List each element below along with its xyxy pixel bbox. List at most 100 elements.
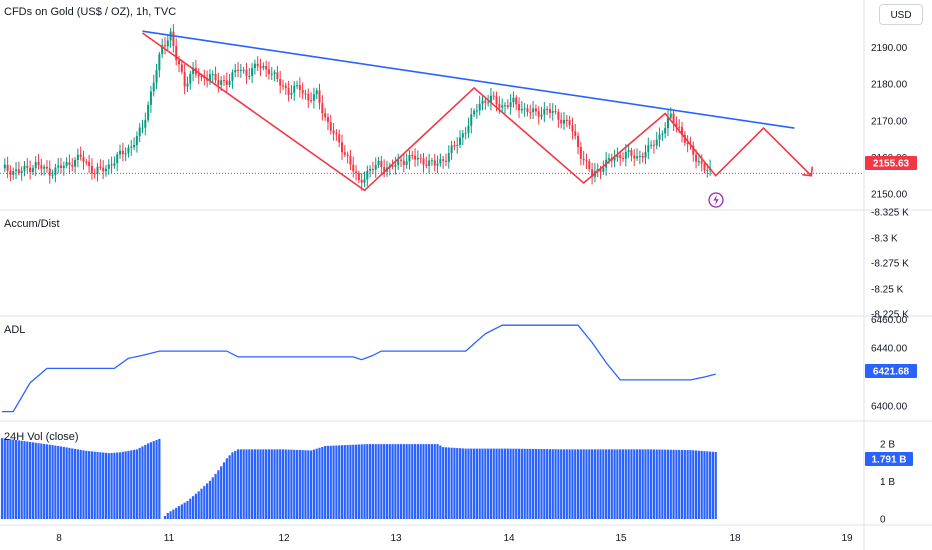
volume-bar bbox=[557, 449, 560, 519]
volume-bar bbox=[560, 449, 563, 519]
volume-bar bbox=[402, 444, 405, 519]
candle bbox=[532, 100, 535, 120]
volume-bar bbox=[71, 448, 74, 519]
volume-bar bbox=[186, 501, 189, 519]
candle bbox=[192, 61, 195, 82]
volume-bar bbox=[492, 448, 495, 519]
candle bbox=[110, 156, 113, 174]
candle bbox=[119, 144, 122, 159]
candle bbox=[237, 61, 240, 78]
candle bbox=[208, 69, 211, 86]
volume-bar bbox=[99, 452, 102, 519]
candle bbox=[400, 156, 403, 168]
candle bbox=[267, 61, 270, 80]
price-axis: 2190.002180.002170.002160.002150.00-8.32… bbox=[871, 43, 909, 525]
date-tick-label: 13 bbox=[390, 533, 402, 544]
volume-bar bbox=[155, 439, 158, 519]
candle bbox=[48, 160, 51, 184]
volume-bar bbox=[0, 438, 4, 519]
adl-line bbox=[2, 324, 716, 413]
candle bbox=[523, 103, 526, 117]
candle bbox=[93, 168, 96, 179]
time-axis: 8 11 12 13 14 15 18 19 bbox=[56, 533, 853, 544]
volume-tick-label: 1 B bbox=[880, 477, 895, 488]
volume-bar bbox=[447, 447, 450, 519]
candle bbox=[647, 137, 650, 160]
lightning-icon[interactable] bbox=[708, 192, 724, 208]
volume-bar bbox=[118, 452, 122, 519]
volume-bar bbox=[304, 450, 307, 519]
volume-bar bbox=[433, 444, 436, 519]
candle bbox=[234, 63, 237, 78]
candle bbox=[602, 160, 605, 175]
volume-bar bbox=[82, 450, 85, 519]
volume-bar bbox=[26, 441, 29, 519]
candle bbox=[335, 129, 338, 141]
volume-bar bbox=[262, 449, 265, 519]
zigzag-arrowhead bbox=[802, 166, 814, 177]
candle bbox=[453, 140, 456, 151]
candle bbox=[341, 134, 344, 161]
volume-bar bbox=[576, 449, 580, 519]
volume-bar bbox=[669, 449, 672, 519]
candle bbox=[574, 124, 577, 140]
volume-bar bbox=[121, 451, 124, 519]
volume-bar bbox=[253, 449, 256, 519]
volume-bar bbox=[59, 446, 63, 519]
volume-bar bbox=[3, 438, 6, 519]
volume-bar bbox=[520, 448, 523, 519]
volume-bar bbox=[635, 449, 639, 519]
volume-bar bbox=[234, 450, 237, 519]
candle bbox=[51, 169, 54, 179]
volume-bar bbox=[338, 445, 341, 519]
candle bbox=[436, 155, 439, 174]
volume-bar bbox=[624, 449, 627, 519]
candle bbox=[529, 104, 532, 120]
candle bbox=[470, 107, 473, 134]
volume-bar bbox=[335, 445, 338, 519]
candle bbox=[175, 38, 178, 66]
volume-bar bbox=[526, 448, 529, 519]
candle bbox=[394, 156, 397, 175]
volume-bar bbox=[374, 444, 377, 519]
volume-bar bbox=[546, 449, 549, 519]
candle bbox=[298, 77, 301, 98]
volume-bar bbox=[290, 449, 293, 519]
volume-bar bbox=[588, 449, 591, 519]
currency-button[interactable]: USD bbox=[879, 4, 923, 25]
volume-bar bbox=[475, 448, 478, 519]
volume-bar bbox=[172, 509, 175, 519]
candle bbox=[9, 165, 12, 182]
candle bbox=[450, 140, 453, 160]
volume-bar bbox=[284, 449, 287, 519]
candle bbox=[481, 95, 484, 111]
volume-last-label: 1.791 B bbox=[871, 455, 906, 466]
candle bbox=[90, 158, 93, 180]
candle bbox=[652, 139, 655, 154]
candle bbox=[518, 97, 521, 118]
candle bbox=[147, 101, 150, 123]
candle bbox=[543, 102, 546, 123]
volume-bar bbox=[413, 444, 417, 519]
volume-bar bbox=[23, 441, 26, 519]
candle bbox=[113, 156, 116, 169]
zigzag-line[interactable] bbox=[142, 32, 812, 192]
volume-bar bbox=[644, 449, 647, 519]
date-tick-label: 15 bbox=[615, 533, 627, 544]
volume-bar bbox=[152, 441, 155, 519]
candle bbox=[411, 150, 414, 160]
trendline-line[interactable] bbox=[142, 30, 795, 129]
candle bbox=[461, 129, 464, 146]
candle bbox=[444, 153, 447, 167]
candle bbox=[366, 165, 369, 187]
candle bbox=[638, 150, 641, 165]
volume-bar bbox=[206, 483, 209, 519]
volume-bar bbox=[239, 449, 242, 519]
candle bbox=[214, 66, 217, 84]
candle bbox=[141, 119, 144, 134]
volume-bar bbox=[529, 448, 532, 519]
candle bbox=[664, 122, 667, 139]
candle bbox=[681, 121, 684, 143]
volume-bar bbox=[29, 441, 32, 519]
